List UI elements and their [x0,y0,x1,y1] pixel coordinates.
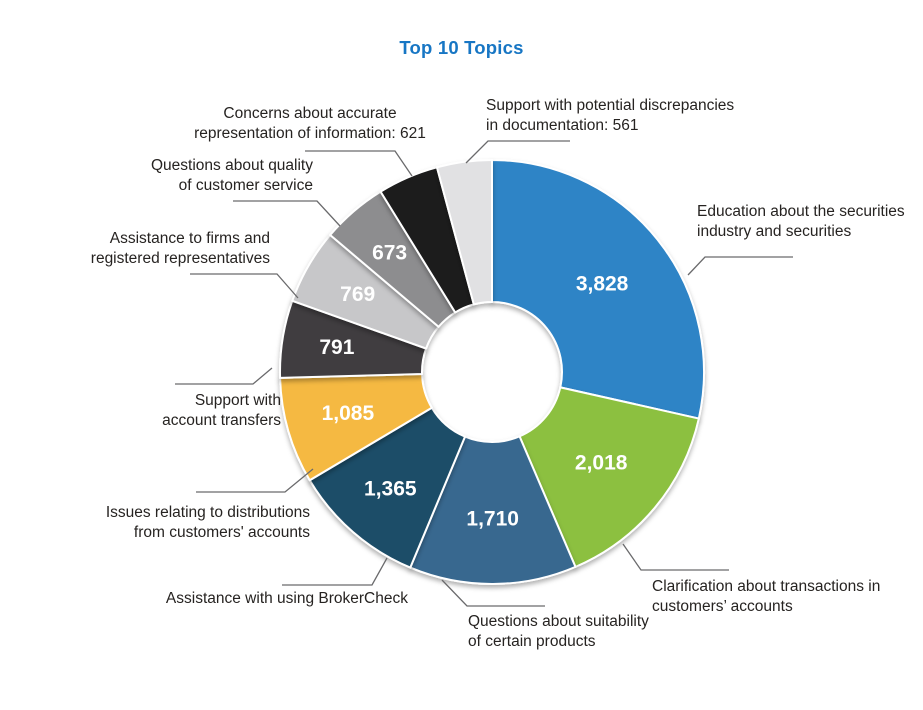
segment-value-transfers: 791 [319,336,354,359]
callout-line: Support with [194,392,281,409]
callout-line: representation of information: 621 [194,124,426,142]
leader-line-suitability [441,579,545,607]
callout-line: industry and securities [697,222,852,240]
leader-line-discrepancies [465,140,570,164]
callout-distributions: Issues relating to distributions from cus… [106,503,310,542]
donut-slices [279,159,706,585]
callout-line: in documentation: 561 [486,116,639,134]
callout-discrepancies: Support with potential discrepancies in d… [486,96,734,135]
callout-clarification: Clarification about transactions in custo… [652,577,880,616]
leader-line-firms [190,273,299,299]
segment-value-firms: 769 [340,283,375,306]
callout-representation: Concerns about accurate representation of… [140,104,480,143]
leader-lines [175,140,793,607]
callout-line: Clarification about transactions in [652,578,881,595]
callout-transfers: Support with account transfers [162,391,281,430]
callout-line: of customer service [178,176,313,194]
leader-line-distributions [196,468,314,493]
callout-line: Questions about suitability [468,613,649,630]
callout-firms: Assistance to firms and registered repres… [91,229,270,268]
callout-line: customers’ accounts [652,597,793,615]
leader-line-clarification [622,543,729,571]
leader-line-transfers [175,367,273,385]
callout-brokercheck: Assistance with using BrokerCheck [166,589,408,609]
leader-line-education [687,256,793,276]
pie-segment-clarification [518,386,700,568]
callout-line: Assistance with using BrokerCheck [165,590,408,607]
pie-segment-discrepancies [435,159,493,306]
leader-line-representation [305,150,413,177]
segment-value-brokercheck: 1,365 [364,478,417,501]
segment-value-distributions: 1,085 [322,402,375,425]
pie-segment-brokercheck [308,406,467,569]
leader-line-brokercheck [282,557,388,586]
callout-line: Education about the securities [697,203,905,220]
callout-line: Concerns about accurate [223,105,397,122]
callout-suitability: Questions about suitability of certain pr… [468,612,649,651]
callout-line: Questions about quality [151,157,313,174]
callout-line: from customers' accounts [133,523,310,541]
callout-line: of certain products [468,632,596,650]
segment-value-service-quality: 673 [372,242,407,265]
segment-value-clarification: 2,018 [575,451,628,474]
segment-value-suitability: 1,710 [466,508,519,531]
callout-line: Assistance to firms and [109,230,270,247]
segment-value-education: 3,828 [576,272,629,295]
leader-line-service-quality [233,200,341,227]
segment-value-labels: 3,828 2,018 1,710 1,365 1,085 791 769 673 [319,242,628,531]
callout-service-quality: Questions about quality of customer servi… [151,156,313,195]
callout-line: Issues relating to distributions [105,504,310,521]
chart-title: Top 10 Topics [399,37,524,58]
callout-education: Education about the securities industry a… [697,202,905,241]
callout-line: Support with potential discrepancies [486,97,735,114]
callout-line: account transfers [162,411,281,429]
pie-segment-education [491,159,706,420]
pie-segment-suitability [409,435,577,585]
callout-line: registered representatives [90,249,270,267]
